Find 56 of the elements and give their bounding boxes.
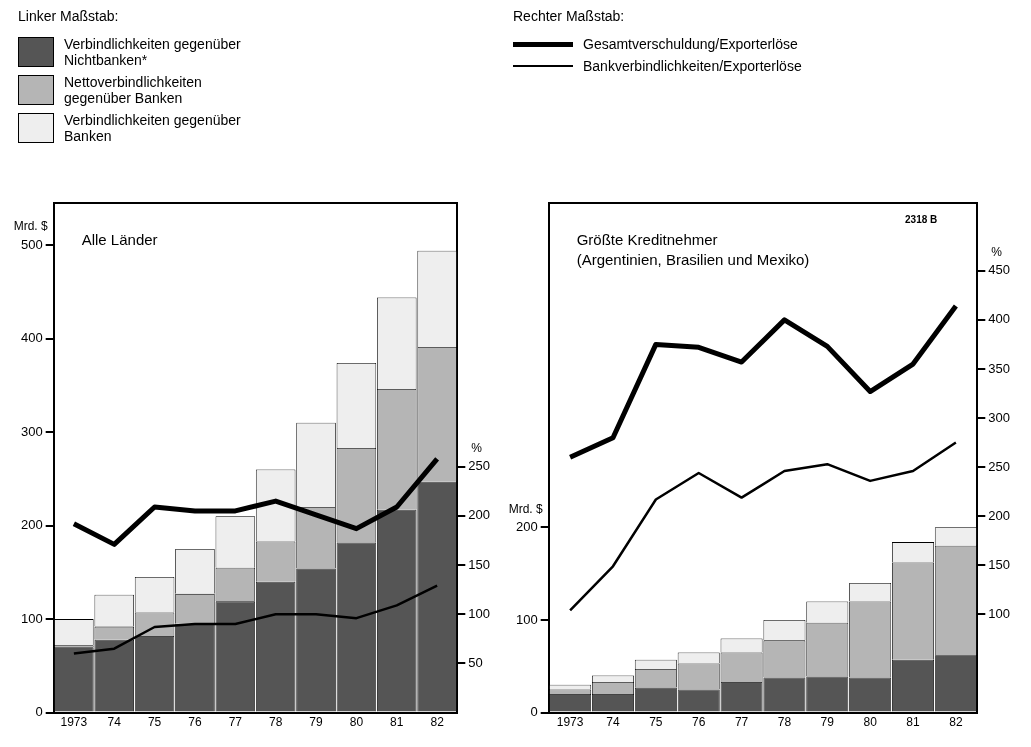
legend-title: Rechter Maßstab:: [513, 8, 626, 24]
legend-label: Nettoverbindlichkeiten gegenüber Banken: [64, 74, 203, 106]
x-tick-label: 74: [606, 715, 620, 730]
y2-tick-label: 50: [468, 654, 483, 670]
y-tick-label: 200: [20, 517, 43, 533]
x-tick-label: 81: [906, 715, 921, 730]
x-tick-label: 80: [863, 715, 878, 730]
y-axis-title: Mrd. $: [508, 501, 544, 516]
y-tick-label: 0: [35, 704, 43, 720]
legend-label: Verbindlichkeiten gegenüber Nichtbanken*: [64, 36, 242, 68]
y-tick-label: 100: [20, 610, 43, 626]
y2-tick-label: 100: [468, 605, 491, 621]
legend-label: Bankverbindlichkeiten/Exporterlöse: [583, 58, 802, 74]
x-tick-label: 82: [430, 715, 445, 730]
x-tick-label: 76: [188, 715, 202, 730]
x-tick-label: 81: [390, 715, 404, 730]
y2-tick-label: 100: [988, 605, 1011, 621]
x-tick-label: 80: [349, 715, 364, 730]
y2-axis-title: %: [991, 245, 1003, 260]
y2-tick-label: 150: [988, 556, 1011, 572]
x-tick-label: 77: [734, 715, 749, 730]
y-axis-title: Mrd. $: [13, 219, 49, 234]
y-tick-label: 400: [20, 330, 43, 346]
x-tick-label: 76: [692, 715, 706, 730]
y2-tick-label: 350: [988, 360, 1011, 376]
x-tick-label: 78: [777, 715, 792, 730]
x-tick-label: 75: [649, 715, 663, 730]
x-tick-label: 79: [309, 715, 324, 730]
text: Größte Kreditnehmer (Argentinien, Brasilien und Mexiko): [576, 230, 810, 268]
x-tick-label: 77: [228, 715, 243, 730]
y2-tick-label: 300: [988, 409, 1011, 425]
x-tick-label: 75: [147, 715, 162, 730]
annotation: 2318 B: [905, 213, 938, 225]
y2-tick-label: 200: [988, 507, 1011, 523]
legend-label: Verbindlichkeiten gegenüber Banken: [64, 112, 242, 144]
y2-tick-label: 250: [468, 458, 491, 474]
y2-tick-label: 150: [468, 556, 491, 572]
y2-tick-label: 200: [468, 507, 491, 523]
legend-label: Gesamtverschuldung/Exporterlöse: [583, 36, 798, 52]
y2-tick-label: 400: [988, 311, 1011, 327]
y2-axis-title: %: [471, 440, 483, 455]
x-tick-label: 74: [107, 715, 122, 730]
x-tick-label: 82: [949, 715, 963, 730]
y-tick-label: 500: [20, 236, 43, 252]
y2-tick-label: 250: [988, 458, 1011, 474]
y2-tick-label: 450: [988, 262, 1011, 278]
text: Alle Länder: [81, 230, 158, 248]
x-tick-label: 1973: [60, 715, 88, 730]
y-tick-label: 200: [515, 518, 538, 534]
y-tick-label: 300: [20, 423, 43, 439]
x-tick-label: 1973: [556, 715, 584, 730]
x-tick-label: 78: [269, 715, 283, 730]
x-tick-label: 79: [820, 715, 835, 730]
y-tick-label: 0: [530, 704, 538, 720]
y-tick-label: 100: [515, 611, 538, 627]
legend-title: Linker Maßstab:: [18, 8, 120, 24]
